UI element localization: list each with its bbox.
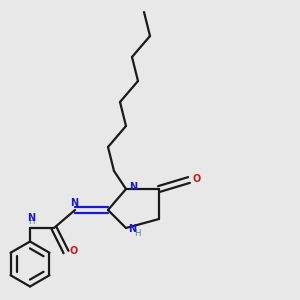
Text: N: N	[129, 182, 138, 192]
Text: H: H	[28, 218, 35, 226]
Text: O: O	[69, 246, 78, 256]
Text: N: N	[70, 198, 79, 208]
Text: H: H	[134, 229, 141, 238]
Text: O: O	[192, 173, 201, 184]
Text: N: N	[128, 224, 137, 234]
Text: N: N	[27, 213, 36, 223]
